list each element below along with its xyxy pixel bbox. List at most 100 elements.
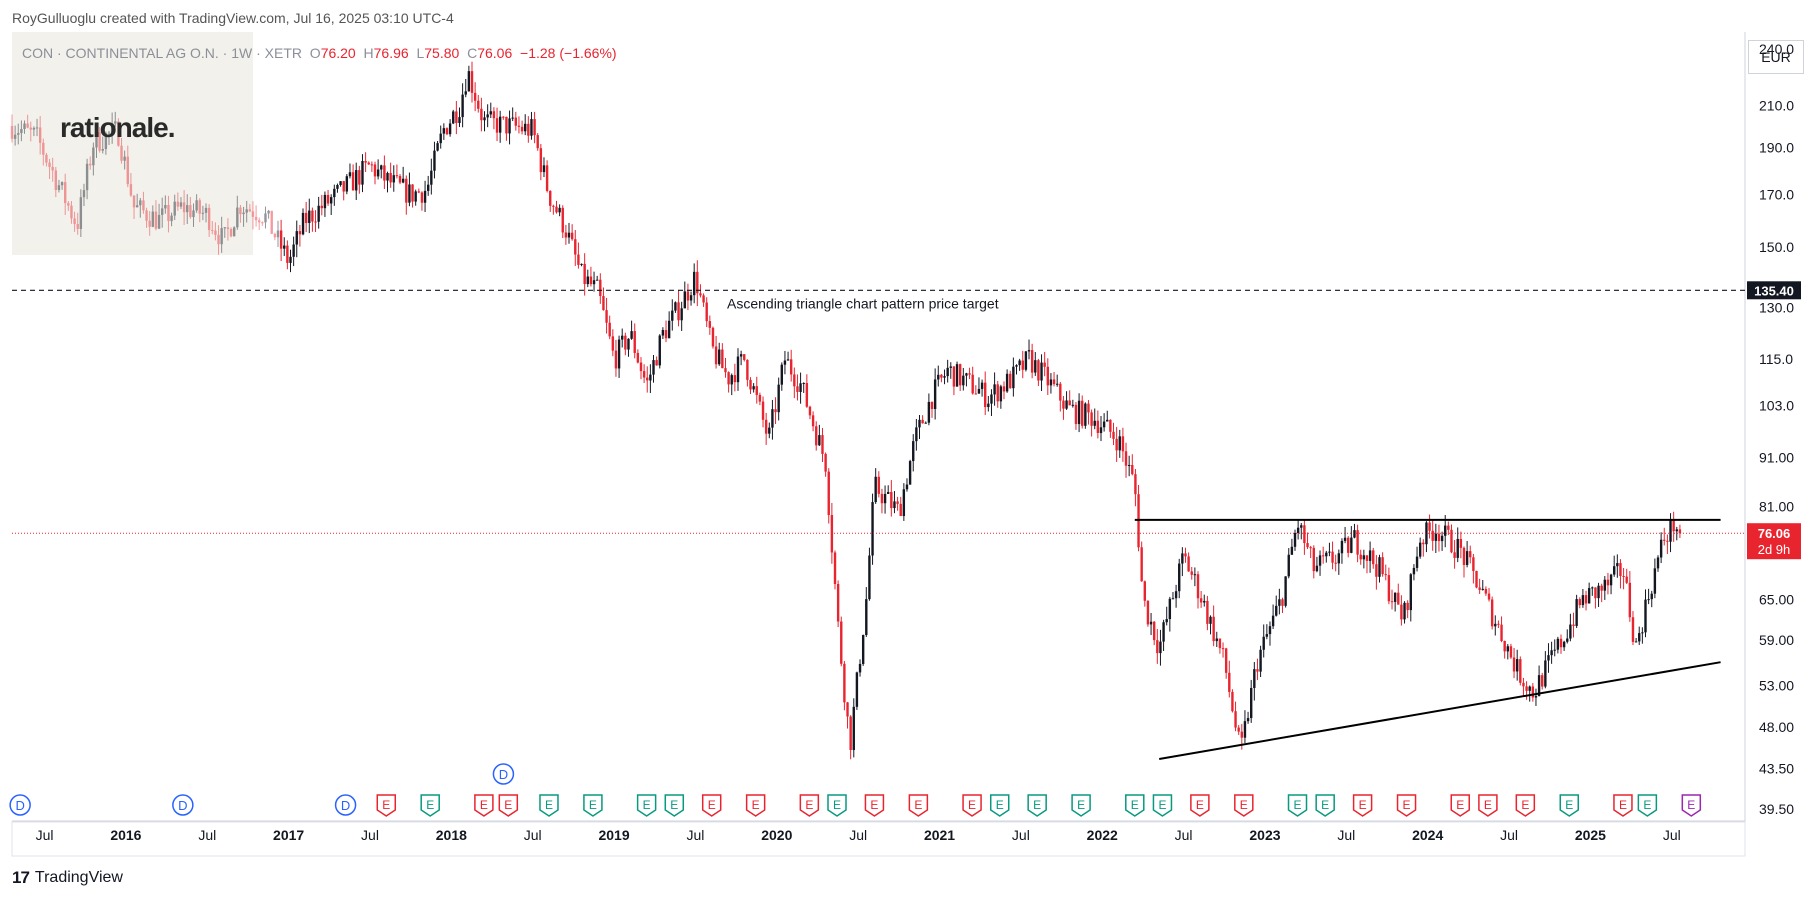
- candle: [1375, 555, 1378, 590]
- event-marker[interactable]: E: [989, 794, 1010, 817]
- candle: [799, 372, 802, 404]
- event-marker[interactable]: E: [539, 794, 559, 817]
- candle-body: [699, 293, 702, 296]
- candle-body: [955, 364, 959, 387]
- tradingview-footer[interactable]: 17 TradingView: [12, 868, 123, 888]
- candle: [132, 195, 136, 219]
- candle-body: [1246, 718, 1250, 722]
- candle: [1472, 553, 1475, 584]
- event-marker[interactable]: E: [498, 794, 519, 817]
- event-marker[interactable]: E: [1287, 794, 1308, 817]
- candle-body: [858, 663, 862, 673]
- candle: [1165, 606, 1168, 626]
- candle-body: [1353, 530, 1356, 538]
- candle-body: [1606, 579, 1610, 586]
- candle-body: [908, 461, 912, 485]
- event-marker[interactable]: D: [492, 763, 515, 785]
- event-marker[interactable]: E: [1125, 794, 1145, 817]
- candle-body: [1218, 638, 1222, 649]
- candle: [1343, 526, 1347, 544]
- candle-body: [1146, 600, 1150, 625]
- candle: [376, 159, 380, 180]
- candle: [1043, 351, 1046, 377]
- event-marker[interactable]: E: [1190, 794, 1210, 817]
- candle-body: [326, 194, 330, 204]
- event-marker[interactable]: E: [799, 794, 820, 817]
- event-marker[interactable]: E: [1152, 794, 1173, 817]
- event-marker[interactable]: D: [334, 794, 357, 816]
- dividend-label: D: [15, 798, 24, 813]
- candle-body: [1619, 563, 1622, 576]
- event-marker[interactable]: E: [701, 794, 722, 817]
- event-marker[interactable]: E: [1315, 794, 1335, 817]
- candle-body: [339, 181, 342, 186]
- event-marker[interactable]: E: [908, 794, 929, 817]
- candle: [752, 383, 755, 393]
- event-marker[interactable]: E: [376, 794, 397, 817]
- candle: [273, 232, 277, 241]
- candle-body: [226, 227, 230, 230]
- event-marker[interactable]: E: [636, 794, 657, 817]
- price-chart[interactable]: 240.0 210.0 190.0 170.0 150.0 130.0 115.0 103.0…: [0, 0, 1815, 860]
- candle: [1387, 567, 1391, 605]
- candle-body: [120, 145, 123, 161]
- candle: [248, 204, 252, 213]
- event-marker[interactable]: E: [1450, 794, 1470, 817]
- candle-body: [549, 190, 552, 206]
- candle-body: [1203, 600, 1206, 603]
- candle-body: [846, 702, 849, 717]
- event-marker[interactable]: D: [9, 794, 31, 816]
- candle: [1378, 554, 1381, 583]
- event-marker[interactable]: E: [420, 794, 440, 817]
- event-marker[interactable]: E: [1637, 794, 1658, 817]
- earnings-label: E: [1359, 798, 1367, 812]
- candle-body: [771, 409, 774, 428]
- candle-body: [320, 205, 323, 209]
- event-marker[interactable]: E: [1559, 794, 1580, 817]
- event-marker[interactable]: E: [1234, 794, 1254, 817]
- time-tick-label: 2025: [1575, 827, 1606, 843]
- event-marker[interactable]: E: [1515, 794, 1536, 817]
- candle-body: [818, 435, 821, 446]
- event-marker[interactable]: E: [583, 794, 603, 817]
- candle: [711, 326, 715, 349]
- earnings-icon: [1515, 794, 1536, 817]
- candle-body: [1616, 563, 1619, 567]
- event-marker[interactable]: D: [172, 794, 194, 816]
- candle: [439, 125, 442, 149]
- candles: [10, 61, 1682, 760]
- event-marker[interactable]: E: [1396, 794, 1417, 817]
- candle: [652, 354, 655, 383]
- candle-body: [786, 359, 790, 361]
- candle-body: [248, 209, 252, 212]
- event-marker[interactable]: E: [1681, 794, 1702, 817]
- event-marker[interactable]: E: [1027, 794, 1047, 817]
- currency-button[interactable]: EUR: [1748, 40, 1804, 74]
- candle: [42, 138, 45, 166]
- candle-body: [958, 364, 962, 386]
- candle: [20, 120, 23, 142]
- event-marker[interactable]: E: [1613, 794, 1633, 817]
- event-marker[interactable]: E: [1071, 794, 1091, 817]
- candle: [1519, 656, 1522, 686]
- candle: [283, 237, 286, 256]
- candle: [458, 107, 461, 128]
- candle: [1049, 373, 1053, 394]
- candle-body: [1656, 557, 1660, 569]
- event-marker[interactable]: E: [962, 794, 982, 817]
- event-marker[interactable]: E: [745, 794, 766, 817]
- event-marker[interactable]: E: [1352, 794, 1373, 817]
- candle-body: [821, 435, 824, 454]
- event-marker[interactable]: E: [474, 794, 494, 817]
- candle: [211, 220, 214, 235]
- candle: [45, 152, 48, 167]
- dividend-icon: [334, 794, 357, 816]
- earnings-icon: [827, 794, 847, 817]
- event-marker[interactable]: E: [1478, 794, 1498, 817]
- event-marker[interactable]: E: [664, 794, 685, 817]
- candle-body: [1193, 574, 1197, 576]
- candle: [417, 188, 421, 194]
- event-marker[interactable]: E: [864, 794, 885, 817]
- event-marker[interactable]: E: [827, 794, 847, 817]
- candle-body: [777, 384, 780, 413]
